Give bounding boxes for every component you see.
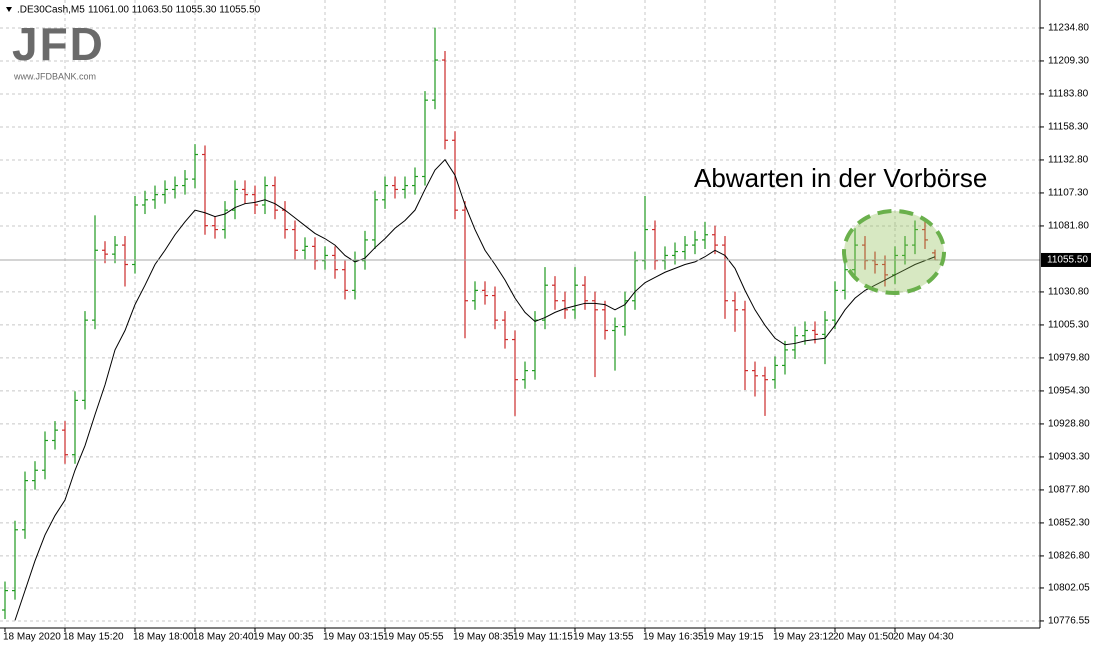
- current-price-label: 11055.50: [1047, 255, 1088, 266]
- y-tick-label: 10928.80: [1048, 419, 1090, 430]
- y-tick-label: 10877.80: [1048, 485, 1090, 496]
- x-tick-label: 19 May 05:55: [383, 632, 444, 643]
- x-tick-label: 19 May 11:15: [513, 632, 573, 643]
- y-tick-label: 11107.30: [1048, 188, 1089, 199]
- y-tick-label: 10852.30: [1048, 518, 1090, 529]
- annotation: Abwarten in der Vorbörse: [694, 163, 987, 193]
- plot: [0, 27, 1040, 621]
- axis-labels: 11234.80 11209.30 11183.80 11158.30 11132.80…: [3, 23, 1091, 643]
- y-tick-label: 10903.30: [1048, 452, 1090, 463]
- symbol: .DE30Cash,M5: [17, 5, 85, 16]
- x-tick-label: 20 May 04:30: [893, 632, 954, 643]
- y-tick-label: 11183.80: [1048, 89, 1089, 100]
- y-tick-label: 10979.80: [1048, 353, 1090, 364]
- y-tick-label: 11030.80: [1048, 287, 1089, 298]
- ohlc-header: 11061.00 11063.50 11055.30 11055.50: [88, 5, 261, 16]
- moving-average: [14, 158, 936, 621]
- y-tick-label: 11081.80: [1048, 221, 1089, 232]
- y-tick-label: 10776.55: [1048, 616, 1090, 627]
- y-tick-label: 11209.30: [1048, 56, 1089, 67]
- highlight-ellipse: [842, 209, 946, 295]
- x-tick-label: 18 May 15:20: [63, 632, 124, 643]
- x-tick-label: 18 May 2020: [3, 632, 61, 643]
- y-tick-label: 10826.80: [1048, 551, 1090, 562]
- menu-triangle[interactable]: [6, 7, 12, 12]
- y-tick-label: 11132.80: [1048, 155, 1089, 166]
- y-tick-label: 10954.30: [1048, 386, 1090, 397]
- x-tick-label: 18 May 20:40: [193, 632, 254, 643]
- x-tick-label: 19 May 13:55: [573, 632, 634, 643]
- x-tick-label: 20 May 01:50: [833, 632, 894, 643]
- x-tick-label: 19 May 00:35: [253, 632, 314, 643]
- y-tick-label: 11234.80: [1048, 23, 1089, 34]
- grid: [0, 0, 1040, 628]
- x-tick-label: 19 May 16:35: [643, 632, 704, 643]
- logo-url: www.JFDBANK.com: [13, 71, 96, 81]
- x-tick-label: 19 May 19:15: [703, 632, 764, 643]
- logo: JFD: [12, 18, 105, 70]
- x-tick-label: 18 May 18:00: [133, 632, 194, 643]
- x-tick-label: 19 May 23:12: [773, 632, 834, 643]
- y-tick-label: 11005.30: [1048, 320, 1089, 331]
- current-price-box: [1041, 252, 1091, 267]
- x-tick-label: 19 May 08:35: [453, 632, 514, 643]
- x-tick-label: 19 May 03:15: [323, 632, 384, 643]
- y-tick-label: 11158.30: [1048, 122, 1089, 133]
- y-tick-label: 10802.05: [1048, 583, 1090, 594]
